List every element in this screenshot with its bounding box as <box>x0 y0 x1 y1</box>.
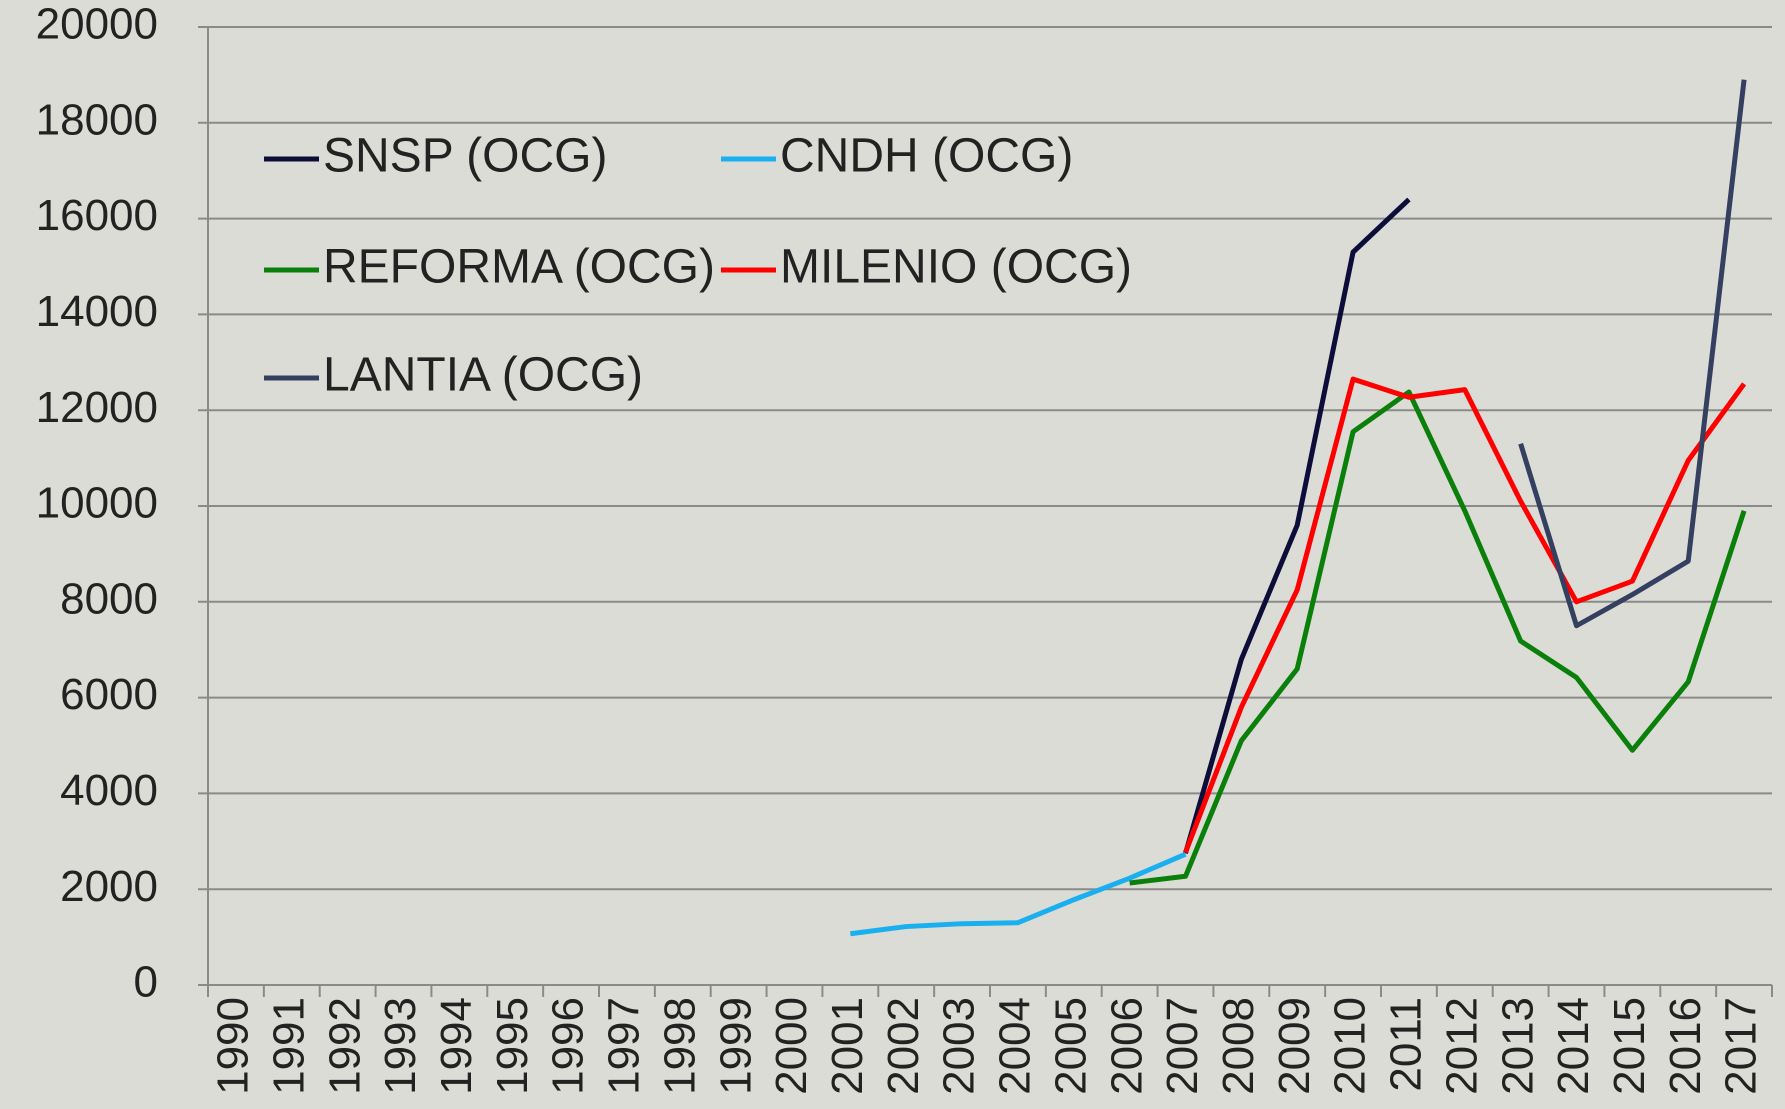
x-tick-label: 2004 <box>991 997 1040 1095</box>
x-tick-label: 1999 <box>711 997 760 1095</box>
y-tick-label: 2000 <box>60 862 158 911</box>
series-line <box>1129 389 1747 886</box>
x-tick-label: 2016 <box>1661 997 1710 1095</box>
x-tick-label: 2013 <box>1493 997 1542 1095</box>
legend-label: SNSP (OCG) <box>323 130 607 183</box>
x-tick-label: 1997 <box>600 997 649 1095</box>
x-tick-label: 1995 <box>488 997 537 1095</box>
x-tick-label: 1991 <box>264 997 313 1095</box>
x-tick-label: 2002 <box>879 997 928 1095</box>
x-tick-label: 2009 <box>1270 997 1319 1095</box>
x-tick-label: 1990 <box>209 997 258 1095</box>
x-tick-label: 1993 <box>376 997 425 1095</box>
y-tick-label: 20000 <box>36 0 158 49</box>
x-tick-label: 2012 <box>1437 997 1486 1095</box>
x-tick-label: 1994 <box>432 997 481 1095</box>
x-tick-label: 2007 <box>1158 997 1207 1095</box>
x-tick-label: 2017 <box>1717 997 1766 1095</box>
x-tick-label: 2008 <box>1214 997 1263 1095</box>
x-tick-label: 2003 <box>935 997 984 1095</box>
series-line <box>850 851 1187 937</box>
y-tick-label: 18000 <box>36 95 158 144</box>
legend-label: CNDH (OCG) <box>780 130 1073 183</box>
y-tick-label: 12000 <box>36 383 158 432</box>
y-tick-label: 4000 <box>60 766 158 815</box>
x-tick-label: 2001 <box>823 997 872 1095</box>
x-tick-label: 1992 <box>320 997 369 1095</box>
x-tick-label: 2011 <box>1382 997 1431 1092</box>
x-tick-label: 2000 <box>767 997 816 1095</box>
series-line <box>1183 376 1747 854</box>
x-tick-label: 1996 <box>544 997 593 1095</box>
y-tick-label: 14000 <box>36 287 158 336</box>
y-tick-label: 10000 <box>36 479 158 528</box>
y-tick-label: 16000 <box>36 191 158 240</box>
y-tick-label: 8000 <box>60 574 158 623</box>
x-tick-label: 2005 <box>1046 997 1095 1095</box>
legend-label: LANTIA (OCG) <box>323 349 643 402</box>
x-tick-label: 2015 <box>1605 997 1654 1095</box>
y-tick-label: 6000 <box>60 670 158 719</box>
series-line <box>1183 197 1411 854</box>
legend-label: MILENIO (OCG) <box>780 241 1132 294</box>
x-tick-label: 2014 <box>1549 997 1598 1095</box>
x-tick-label: 2010 <box>1326 997 1375 1095</box>
x-tick-label: 2006 <box>1102 997 1151 1095</box>
series-line <box>1518 79 1747 629</box>
y-tick-label: 0 <box>134 958 158 1007</box>
x-tick-label: 1998 <box>655 997 704 1095</box>
legend-label: REFORMA (OCG) <box>323 241 715 294</box>
